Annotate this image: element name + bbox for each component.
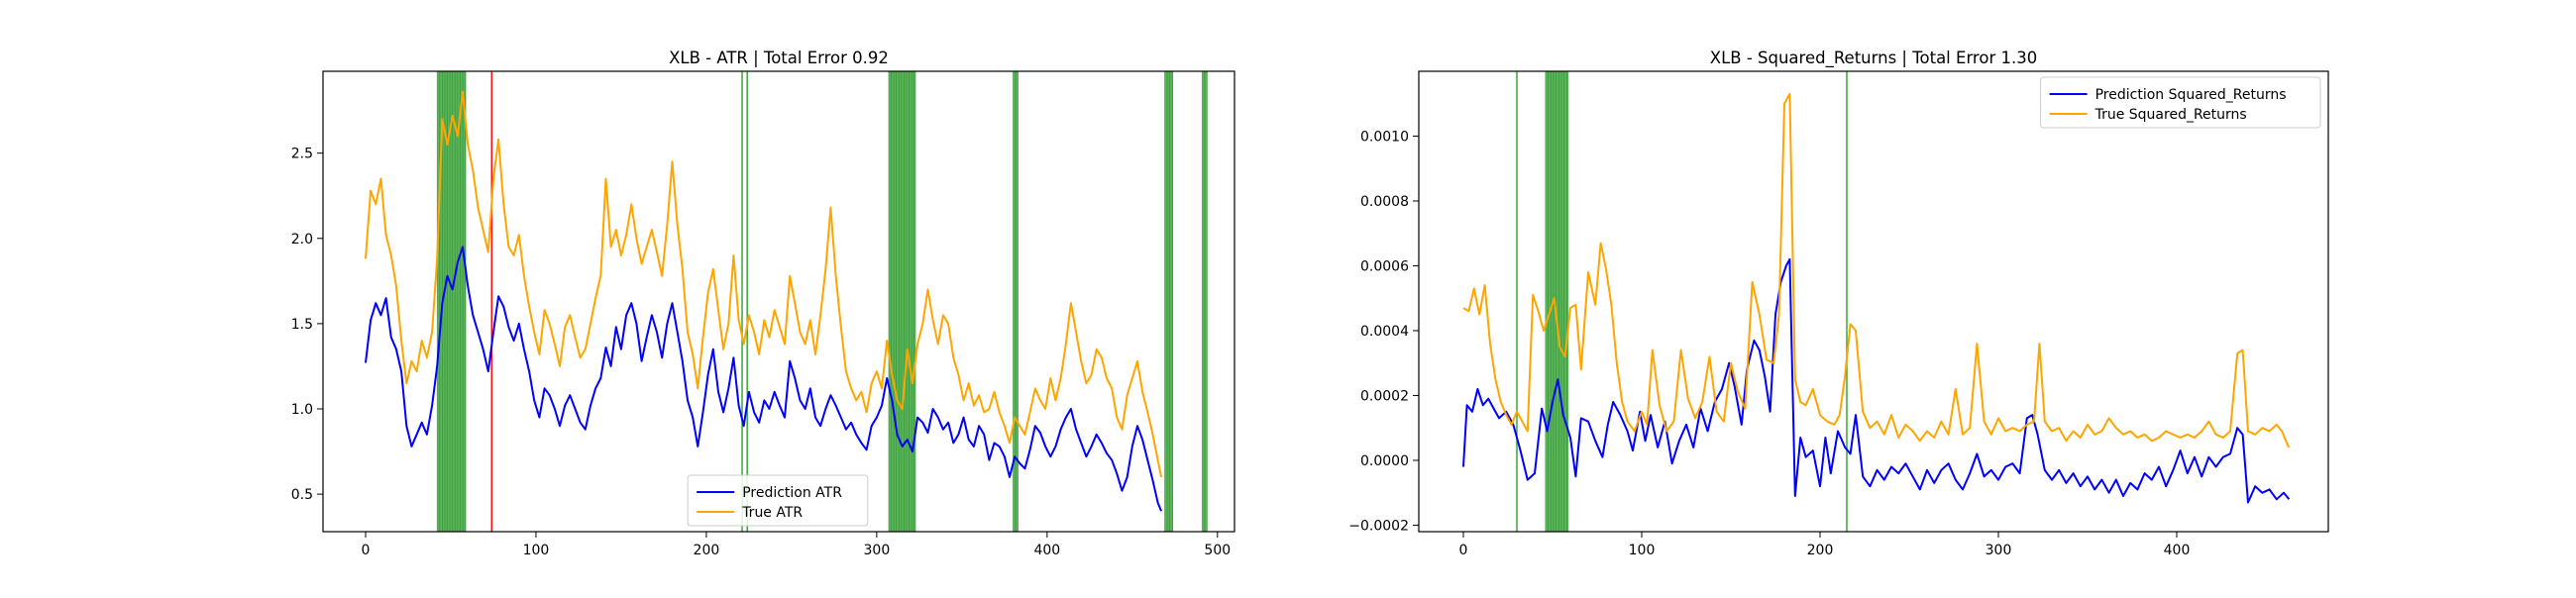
legend: Prediction ATR True ATR xyxy=(687,474,869,527)
y-tick-label: 0.5 xyxy=(291,487,313,503)
x-tick-label: 200 xyxy=(1807,543,1834,558)
legend: Prediction Squared_Returns True Squared_R… xyxy=(2040,76,2321,129)
y-tick-label: 0.0006 xyxy=(1360,258,1409,274)
series-line-1 xyxy=(1462,257,2291,504)
x-tick-label: 100 xyxy=(1629,543,1656,558)
axes-frame xyxy=(322,70,1235,533)
x-tick-label: 500 xyxy=(1204,543,1231,558)
y-tick-label: 0.0010 xyxy=(1360,129,1409,145)
x-tick-label: 0 xyxy=(362,543,371,558)
shaded-span xyxy=(1164,71,1174,532)
y-tick-label: 2.5 xyxy=(291,147,313,162)
plot-area xyxy=(1419,71,2328,532)
x-tick-label: 100 xyxy=(523,543,550,558)
chart-title: XLB - ATR | Total Error 0.92 xyxy=(669,49,889,67)
y-tick-label: 0.0004 xyxy=(1360,324,1409,340)
axes-frame xyxy=(1418,70,2329,533)
legend-box xyxy=(687,474,869,527)
x-tick-label: 400 xyxy=(2164,543,2191,558)
series-line-1 xyxy=(365,246,1163,512)
plot-data xyxy=(1462,71,2291,532)
y-tick-label: −0.0002 xyxy=(1348,518,1409,534)
series-line-2 xyxy=(365,90,1163,478)
chart-title: XLB - Squared_Returns | Total Error 1.30 xyxy=(1710,49,2037,68)
x-tick-label: 0 xyxy=(1459,543,1468,558)
x-tick-label: 300 xyxy=(864,543,891,558)
legend-label: Prediction ATR xyxy=(742,485,842,501)
plot-area xyxy=(323,71,1234,532)
x-tick-label: 400 xyxy=(1033,543,1060,558)
y-tick-label: 0.0002 xyxy=(1360,388,1409,404)
chart-1: 0 100 200 300 400 500 0.5 1.0 1.5 2.0 2.5 XLB - ATR… xyxy=(291,49,1235,558)
y-tick-label: 2.0 xyxy=(291,232,313,248)
shaded-span xyxy=(1545,71,1569,532)
legend-box xyxy=(2040,76,2321,129)
x-tick-label: 300 xyxy=(1986,543,2012,558)
legend-label: Prediction Squared_Returns xyxy=(2095,87,2287,103)
x-tick-label: 200 xyxy=(694,543,720,558)
y-tick-label: 1.5 xyxy=(291,317,313,333)
plot-data xyxy=(365,71,1208,532)
chart-2: 0 100 200 300 400 −0.0002 0.0000 0.0002 0.0004 0.… xyxy=(1348,49,2329,558)
series-line-2 xyxy=(1462,92,2291,448)
y-tick-label: 1.0 xyxy=(291,402,313,418)
y-tick-label: 0.0000 xyxy=(1360,453,1409,469)
legend-label: True ATR xyxy=(741,505,803,521)
legend-label: True Squared_Returns xyxy=(2094,107,2247,123)
y-tick-label: 0.0008 xyxy=(1360,194,1409,210)
